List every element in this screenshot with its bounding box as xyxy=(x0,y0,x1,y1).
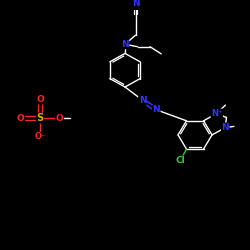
Text: N: N xyxy=(132,0,139,8)
Text: S: S xyxy=(36,113,44,123)
Text: O: O xyxy=(56,114,64,123)
Text: N: N xyxy=(152,105,160,114)
Text: O⁻: O⁻ xyxy=(34,132,46,141)
Text: N⁺: N⁺ xyxy=(211,109,222,118)
Text: O: O xyxy=(16,114,24,123)
Text: N: N xyxy=(121,40,129,49)
Text: Cl: Cl xyxy=(175,156,185,165)
Text: N: N xyxy=(139,96,146,105)
Text: N: N xyxy=(222,123,229,132)
Text: O: O xyxy=(36,95,44,104)
